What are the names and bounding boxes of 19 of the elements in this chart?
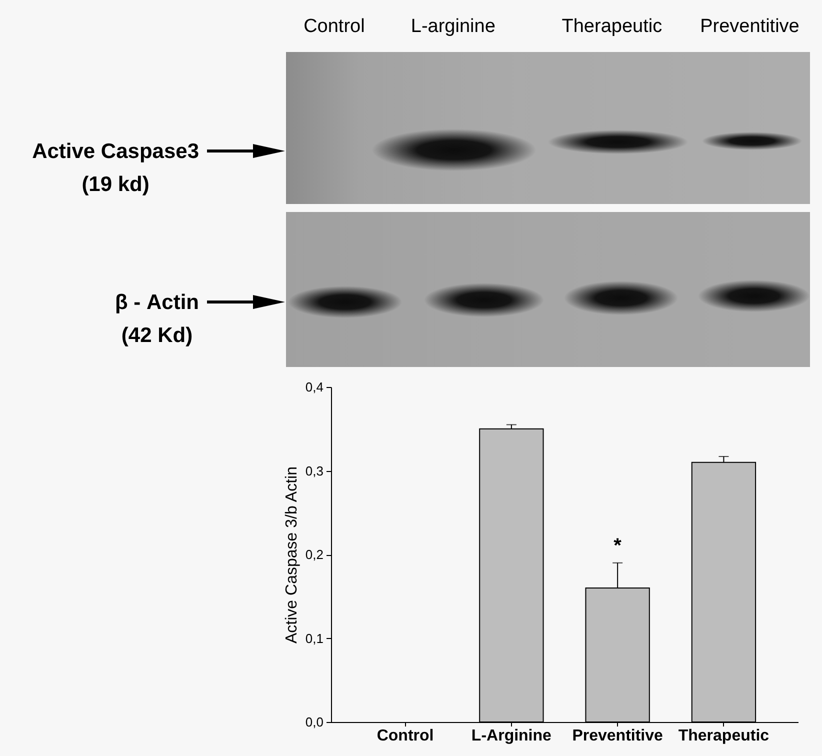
x-tick-label: L-Arginine bbox=[471, 728, 552, 744]
category-label: Preventitive bbox=[700, 16, 800, 38]
y-tick-label: 0,2 bbox=[305, 547, 324, 562]
text: Active Caspase3 bbox=[32, 138, 199, 164]
category-label: L-arginine bbox=[410, 16, 496, 38]
y-tick-label: 0,4 bbox=[305, 380, 324, 394]
y-axis-title: Active Caspase 3/b Actin bbox=[283, 466, 300, 644]
text: (42 Kd) bbox=[121, 323, 193, 348]
x-tick-label: Preventitive bbox=[572, 728, 664, 744]
x-tick-label: Control bbox=[376, 728, 434, 744]
category-label: Therapeutic bbox=[562, 16, 662, 38]
annotation: * bbox=[614, 534, 622, 557]
y-tick-label: 0,1 bbox=[305, 630, 324, 646]
category-label: Control bbox=[304, 16, 365, 38]
y-tick-label: 0,0 bbox=[305, 714, 324, 730]
text: (19 kd) bbox=[82, 172, 150, 197]
x-tick-label: Therapeutic bbox=[678, 728, 770, 744]
y-tick-label: 0,3 bbox=[305, 463, 324, 478]
text: β - Actin bbox=[115, 290, 199, 314]
